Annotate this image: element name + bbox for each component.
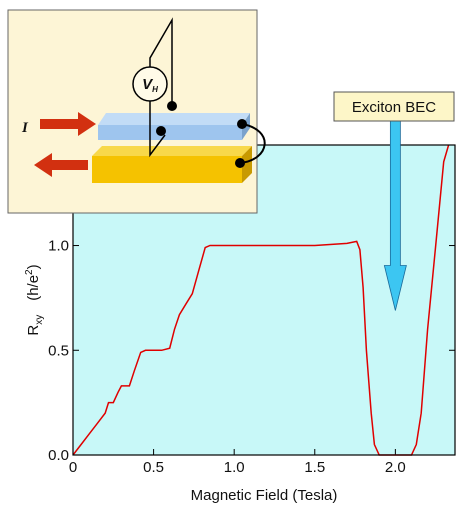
top-slab: [98, 125, 242, 140]
figure: 0.0 0.5 1.0 0 0.5 1.0 1.5 2.0 Magnetic Field (Te…: [0, 0, 456, 508]
x-axis-label: Magnetic Field (Tesla): [191, 487, 338, 504]
y-tick-label: 1.0: [48, 238, 69, 255]
label-part: xy: [34, 315, 45, 325]
contact: [156, 126, 166, 136]
x-tick-label: 1.5: [304, 459, 325, 476]
bottom-slab: [92, 156, 242, 183]
x-tick-label: 0: [69, 459, 77, 476]
inset: VHI: [8, 10, 265, 213]
x-tick-label: 2.0: [385, 459, 406, 476]
annotation-text: Exciton BEC: [352, 99, 436, 116]
current-label: I: [21, 120, 29, 136]
contact: [237, 119, 247, 129]
y-axis-label: Rxy(h/e2): [24, 264, 45, 335]
bottom-slab-top: [92, 146, 252, 156]
contact: [235, 158, 245, 168]
contact: [167, 101, 177, 111]
y-tick-label: 0.5: [48, 342, 69, 359]
label-part: H: [152, 85, 158, 94]
x-tick-label: 0.5: [143, 459, 164, 476]
top-slab-top: [98, 113, 250, 125]
y-tick-label: 0.0: [48, 447, 69, 464]
label-part: R: [25, 325, 42, 336]
label-part: ): [25, 264, 42, 269]
x-tick-label: 1.0: [224, 459, 245, 476]
label-part: (h/e: [25, 275, 42, 301]
